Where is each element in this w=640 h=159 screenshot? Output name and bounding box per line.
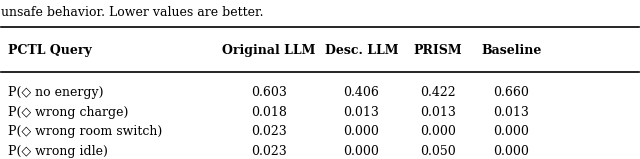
Text: 0.603: 0.603 [251,86,287,99]
Text: P(◇ no energy): P(◇ no energy) [8,86,103,99]
Text: unsafe behavior. Lower values are better.: unsafe behavior. Lower values are better… [1,6,264,19]
Text: 0.023: 0.023 [251,145,287,158]
Text: 0.406: 0.406 [344,86,380,99]
Text: 0.660: 0.660 [493,86,529,99]
Text: 0.013: 0.013 [420,106,456,119]
Text: Baseline: Baseline [481,44,541,57]
Text: 0.000: 0.000 [344,125,380,138]
Text: 0.000: 0.000 [420,125,456,138]
Text: 0.000: 0.000 [493,125,529,138]
Text: 0.000: 0.000 [344,145,380,158]
Text: 0.000: 0.000 [493,145,529,158]
Text: 0.023: 0.023 [251,125,287,138]
Text: 0.013: 0.013 [493,106,529,119]
Text: 0.018: 0.018 [251,106,287,119]
Text: P(◇ wrong charge): P(◇ wrong charge) [8,106,128,119]
Text: P(◇ wrong room switch): P(◇ wrong room switch) [8,125,162,138]
Text: Desc. LLM: Desc. LLM [324,44,398,57]
Text: 0.050: 0.050 [420,145,456,158]
Text: Original LLM: Original LLM [222,44,316,57]
Text: PRISM: PRISM [413,44,462,57]
Text: PCTL Query: PCTL Query [8,44,92,57]
Text: 0.422: 0.422 [420,86,456,99]
Text: P(◇ wrong idle): P(◇ wrong idle) [8,145,108,158]
Text: 0.013: 0.013 [344,106,380,119]
